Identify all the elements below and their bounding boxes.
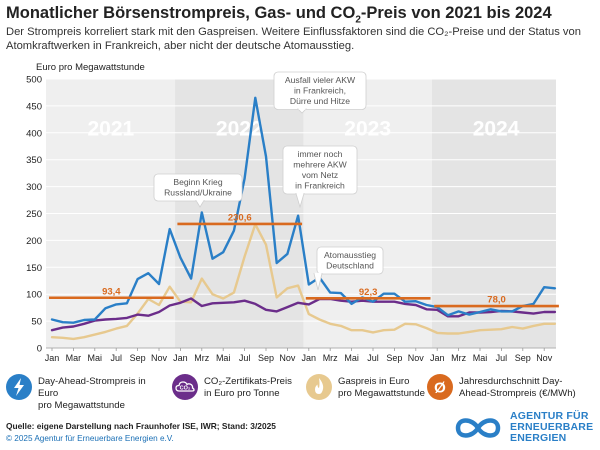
legend: Day-Ahead-Strompreis in Euro pro Megawatt… — [6, 372, 596, 414]
annotation-atomausstieg-text: Deutschland — [326, 261, 374, 271]
legend-label-co2: CO₂-Zertifikats-Preis in Euro pro Tonne — [204, 376, 292, 399]
logo: AGENTUR FÜR ERNEUERBARE ENERGIEN — [450, 410, 598, 450]
x-tick-label: Mrz — [323, 353, 338, 363]
annual-average-label: 92,3 — [359, 287, 378, 298]
legend-item-co2: CO₂ CO₂-Zertifikats-Preis in Euro pro Ton… — [172, 372, 312, 414]
x-tick-label: Nov — [536, 353, 553, 363]
annotation-atomausstieg-box — [316, 246, 384, 275]
year-label: 2022 — [216, 117, 263, 140]
x-tick-label: Mar — [66, 353, 82, 363]
y-tick-label: 300 — [26, 182, 42, 193]
annual-average-label: 230,6 — [228, 212, 252, 223]
series-line-co2 — [50, 297, 557, 332]
x-tick-label: Jan — [430, 353, 445, 363]
x-tick-label: Jul — [239, 353, 251, 363]
series-line-strom — [50, 96, 557, 324]
y-tick-label: 400 — [26, 128, 42, 139]
legend-label-strom: Day-Ahead-Strompreis in Euro pro Megawatt… — [38, 376, 146, 411]
svg-text:CO₂: CO₂ — [180, 386, 191, 392]
annotation-akw-vom-netz-text: in Frankreich — [295, 181, 345, 191]
source-note: Quelle: eigene Darstellung nach Fraunhof… — [6, 421, 276, 431]
chart-subtitle: Der Strompreis korreliert stark mit den … — [6, 26, 581, 52]
legend-item-strom: Day-Ahead-Strompreis in Euro pro Megawatt… — [6, 372, 166, 414]
x-tick-label: Mai — [216, 353, 231, 363]
x-tick-label: Mrz — [194, 353, 209, 363]
annotation-akw-vom-netz-text: immer noch — [298, 149, 343, 159]
y-tick-label: 50 — [31, 317, 42, 328]
average-symbol-icon: Ø — [427, 374, 453, 400]
x-tick-label: Jan — [173, 353, 188, 363]
annotation-krieg-text: Russland/Ukraine — [164, 188, 232, 198]
annotation-ausfall-akw-text: in Frankreich, — [294, 86, 346, 96]
annotation-ausfall-akw-text: Dürre und Hitze — [290, 96, 350, 106]
legend-item-avg: Ø Jahresdurchschnitt Day- Ahead-Stromprei… — [427, 372, 597, 414]
x-tick-label: Sep — [130, 353, 146, 363]
annotation-akw-vom-netz-text: vom Netz — [302, 170, 338, 180]
annual-average-label: 93,4 — [102, 286, 121, 297]
y-tick-label: 0 — [37, 344, 42, 355]
line-chart: 0 50 100 150 200 250 300 350 400 450 500 2021 2022 20… — [26, 71, 559, 363]
logo-text: AGENTUR FÜR ERNEUERBARE ENERGIEN — [510, 410, 594, 444]
annual-average-label: 78,0 — [487, 295, 506, 306]
x-tick-label: Nov — [408, 353, 425, 363]
annotation-ausfall-akw-text: Ausfall vieler AKW — [285, 75, 356, 85]
y-tick-label: 100 — [26, 290, 42, 301]
x-tick-label: Mai — [88, 353, 103, 363]
annotation-akw-vom-netz-text: mehrere AKW — [293, 160, 347, 170]
gas-flame-icon — [306, 374, 332, 400]
svg-text:Ø: Ø — [434, 380, 446, 397]
x-tick-label: Jul — [367, 353, 379, 363]
y-tick-label: 250 — [26, 209, 42, 220]
co2-cloud-icon: CO₂ — [172, 374, 198, 400]
year-label: 2024 — [473, 117, 520, 140]
x-tick-label: Jul — [110, 353, 122, 363]
annotation-krieg-text: Beginn Krieg — [173, 177, 222, 187]
legend-item-gas: Gaspreis in Euro pro Megawattstunde — [306, 372, 426, 414]
y-tick-label: 350 — [26, 155, 42, 166]
x-tick-label: Jul — [496, 353, 508, 363]
x-tick-label: Sep — [258, 353, 274, 363]
year-label: 2023 — [344, 117, 391, 140]
lightning-icon — [6, 374, 32, 400]
legend-label-avg: Jahresdurchschnitt Day- Ahead-Strompreis … — [459, 376, 576, 399]
y-tick-label: 450 — [26, 101, 42, 112]
y-tick-label: 200 — [26, 236, 42, 247]
x-tick-label: Jan — [45, 353, 60, 363]
annotation-akw-vom-netz-box — [282, 145, 358, 195]
copyright-note: © 2025 Agentur für Erneuerbare Energien … — [6, 434, 174, 443]
x-tick-label: Mai — [344, 353, 359, 363]
year-label: 2021 — [87, 117, 134, 140]
x-tick-label: Sep — [515, 353, 531, 363]
chart-title: Monatlicher Börsenstrompreis, Gas- und C… — [6, 4, 552, 26]
y-tick-label: 150 — [26, 263, 42, 274]
annotation-ausfall-akw-box — [273, 71, 367, 110]
x-tick-label: Mrz — [451, 353, 466, 363]
annotation-atomausstieg-text: Atomausstieg — [324, 250, 376, 260]
x-tick-label: Sep — [386, 353, 402, 363]
x-tick-label: Jan — [302, 353, 317, 363]
x-tick-label: Mai — [473, 353, 488, 363]
x-tick-label: Nov — [279, 353, 296, 363]
infinity-logo-icon — [455, 418, 501, 438]
legend-label-gas: Gaspreis in Euro pro Megawattstunde — [338, 376, 425, 399]
y-tick-label: 500 — [26, 75, 42, 86]
y-axis-label: Euro pro Megawattstunde — [36, 62, 145, 73]
x-tick-label: Nov — [151, 353, 168, 363]
